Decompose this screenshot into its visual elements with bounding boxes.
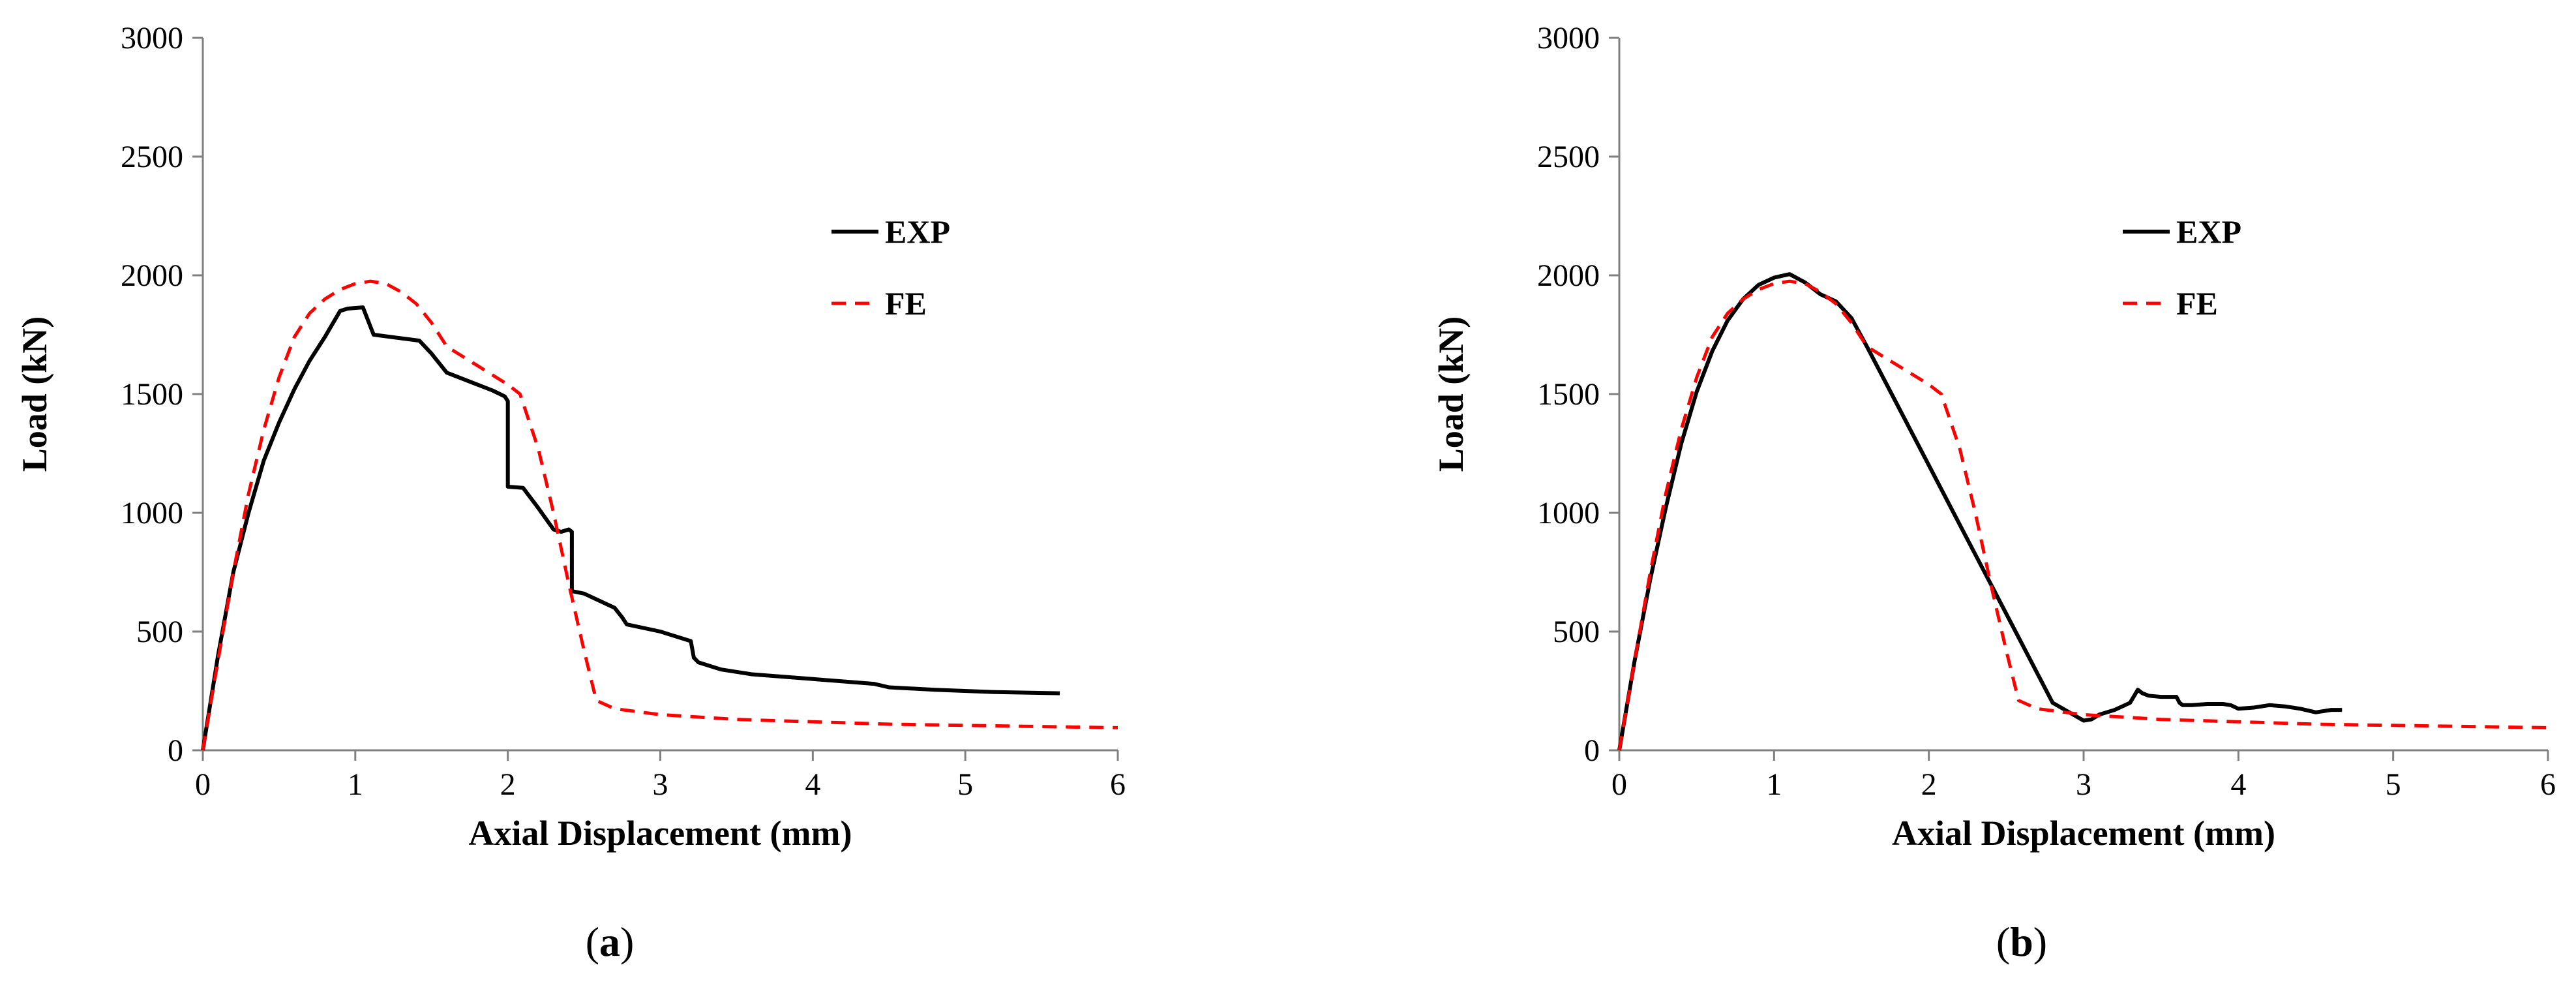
x-tick-label: 6 xyxy=(1110,767,1126,802)
x-tick-label: 5 xyxy=(2386,767,2401,802)
x-tick-label: 0 xyxy=(1611,767,1627,802)
y-tick-label: 1000 xyxy=(1537,496,1600,530)
panel-caption: (a) xyxy=(586,919,635,965)
chart-panel-b: 0 500 1000 1500 2000 2500 3000 0 1 2 3 4 5 6 Axial Dis… xyxy=(1431,21,2556,965)
y-tick-label: 3000 xyxy=(121,21,183,55)
x-tick-label: 5 xyxy=(957,767,973,802)
panel-caption: (b) xyxy=(1996,919,2047,965)
series-line-fe xyxy=(201,279,1118,751)
y-tick-label: 2500 xyxy=(121,140,183,174)
x-tick-label: 4 xyxy=(805,767,820,802)
y-tick-label: 1000 xyxy=(121,496,183,530)
legend-label-exp: EXP xyxy=(885,213,950,250)
x-tick-label: 0 xyxy=(195,767,211,802)
x-axis-title: Axial Displacement (mm) xyxy=(469,814,852,853)
y-tick-label: 0 xyxy=(1584,733,1600,768)
y-tick-label: 2000 xyxy=(121,258,183,293)
y-tick-label: 0 xyxy=(168,733,183,768)
legend-label-exp: EXP xyxy=(2176,213,2241,250)
x-tick-label: 3 xyxy=(653,767,668,802)
legend-label-fe: FE xyxy=(2176,285,2218,322)
x-tick-label: 1 xyxy=(348,767,363,802)
x-tick-label: 6 xyxy=(2540,767,2556,802)
y-tick-label: 1500 xyxy=(121,377,183,412)
x-tick-label: 4 xyxy=(2230,767,2246,802)
x-tick-label: 2 xyxy=(500,767,516,802)
y-tick-label: 500 xyxy=(1553,615,1600,649)
y-axis-title: Load (kN) xyxy=(1431,316,1471,472)
y-tick-label: 500 xyxy=(136,615,183,649)
x-tick-label: 1 xyxy=(1766,767,1782,802)
x-tick-label: 3 xyxy=(2076,767,2091,802)
y-tick-label: 2500 xyxy=(1537,140,1600,174)
x-axis-title: Axial Displacement (mm) xyxy=(1892,814,2275,853)
legend-label-fe: FE xyxy=(885,285,927,322)
series-line-fe xyxy=(1617,279,2549,751)
chart-panel-a: 0 500 1000 1500 2000 2500 3000 0 1 2 3 4 5 6 Axial Dis… xyxy=(15,21,1126,965)
y-tick-label: 3000 xyxy=(1537,21,1600,55)
series-line-exp xyxy=(201,305,1060,751)
y-tick-label: 1500 xyxy=(1537,377,1600,412)
x-tick-label: 2 xyxy=(1921,767,1937,802)
series-line-exp xyxy=(1617,272,2343,751)
y-axis-title: Load (kN) xyxy=(15,316,54,472)
y-tick-label: 2000 xyxy=(1537,258,1600,293)
